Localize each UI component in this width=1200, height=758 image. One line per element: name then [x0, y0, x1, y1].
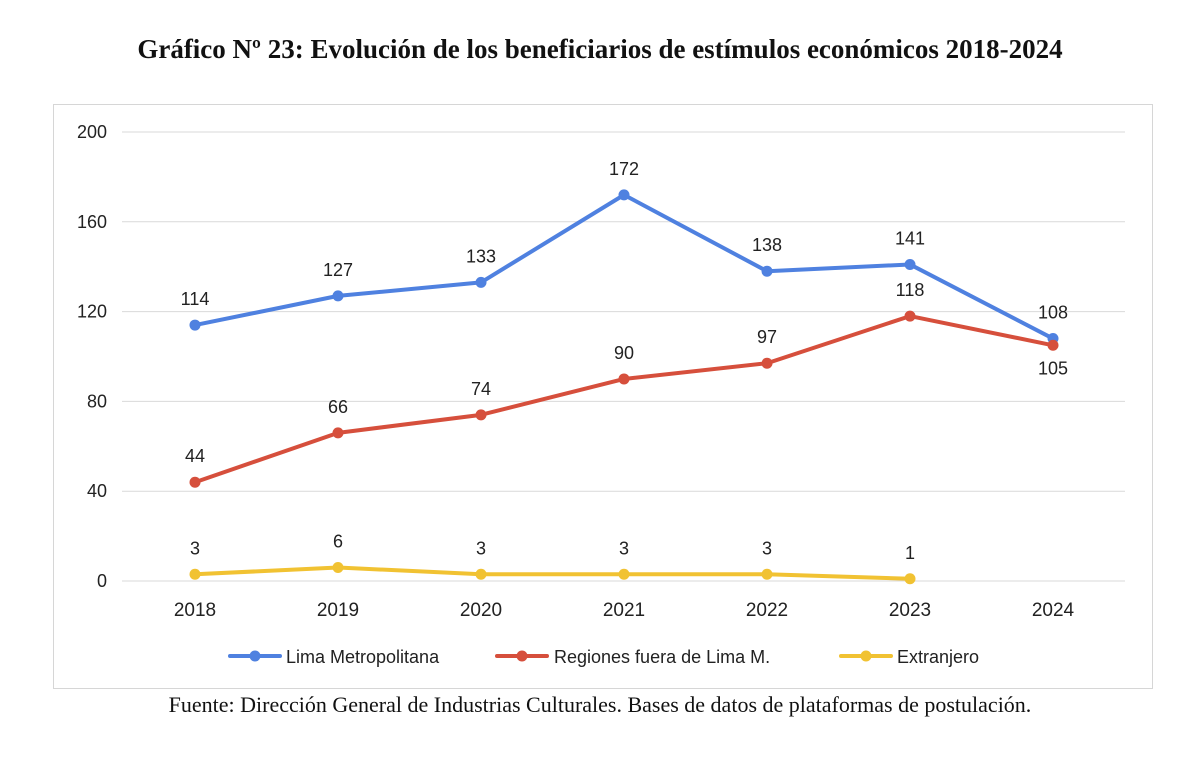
data-label: 133 — [466, 246, 496, 266]
source-note: Fuente: Dirección General de Industrias … — [168, 692, 1032, 717]
legend: Lima Metropolitana Regiones fuera de Lima… — [228, 647, 979, 667]
data-point — [618, 373, 630, 385]
data-point — [618, 189, 630, 201]
legend-label: Regiones fuera de Lima M. — [554, 647, 770, 667]
data-label: 118 — [896, 280, 925, 300]
data-point — [189, 568, 201, 580]
data-point — [761, 568, 773, 580]
series-lines — [189, 189, 1059, 585]
y-tick-label: 160 — [77, 212, 107, 232]
chart-area — [53, 104, 1153, 689]
data-point — [761, 265, 773, 277]
data-label: 138 — [752, 235, 782, 255]
data-label: 127 — [323, 260, 353, 280]
legend-swatch-marker — [860, 650, 872, 662]
data-label: 105 — [1038, 358, 1068, 378]
y-tick-label: 200 — [77, 122, 107, 142]
y-tick-label: 0 — [97, 571, 107, 591]
data-point — [332, 427, 344, 439]
data-label: 114 — [181, 289, 210, 309]
data-point — [904, 310, 916, 322]
legend-label: Lima Metropolitana — [286, 647, 440, 667]
y-tick-label: 80 — [87, 391, 107, 411]
x-tick-label: 2019 — [317, 600, 359, 621]
data-point — [332, 290, 344, 302]
x-tick-label: 2023 — [889, 600, 931, 621]
data-label: 74 — [471, 379, 491, 399]
data-label: 1 — [905, 543, 915, 563]
gridlines — [122, 131, 1125, 582]
data-label: 3 — [762, 538, 772, 558]
data-point — [475, 409, 487, 421]
y-tick-label: 120 — [77, 302, 107, 322]
data-point — [618, 568, 630, 580]
x-tick-label: 2024 — [1032, 600, 1075, 621]
series-line-1 — [193, 314, 1055, 485]
legend-swatch-marker — [249, 650, 261, 662]
data-label: 141 — [895, 228, 925, 248]
data-point — [189, 319, 201, 331]
x-tick-label: 2021 — [603, 600, 645, 621]
legend-swatch-marker — [516, 650, 528, 662]
x-axis-ticks: 2018 2019 2020 2021 2022 2023 2024 — [174, 600, 1075, 621]
data-label: 90 — [614, 343, 634, 363]
data-label: 3 — [619, 538, 629, 558]
data-label: 44 — [185, 446, 205, 466]
data-point — [189, 476, 201, 488]
data-point — [904, 258, 916, 270]
data-label: 66 — [328, 397, 348, 417]
data-label: 3 — [476, 538, 486, 558]
y-axis-ticks: 0 40 80 120 160 200 — [77, 122, 107, 591]
series-line-2 — [193, 565, 912, 581]
page-title: Gráfico Nº 23: Evolución de los benefici… — [137, 34, 1063, 64]
x-tick-label: 2020 — [460, 600, 502, 621]
data-point — [475, 568, 487, 580]
data-label: 97 — [757, 327, 777, 347]
x-tick-label: 2018 — [174, 600, 216, 621]
data-point — [475, 276, 487, 288]
data-point — [904, 573, 916, 585]
x-tick-label: 2022 — [746, 600, 788, 621]
legend-label: Extranjero — [897, 647, 979, 667]
data-point — [761, 357, 773, 369]
data-label: 6 — [333, 532, 343, 552]
data-label: 108 — [1038, 303, 1068, 323]
y-tick-label: 40 — [87, 481, 107, 501]
data-label: 172 — [609, 159, 639, 179]
data-point — [332, 562, 344, 574]
data-label: 3 — [190, 538, 200, 558]
data-point — [1047, 339, 1059, 351]
